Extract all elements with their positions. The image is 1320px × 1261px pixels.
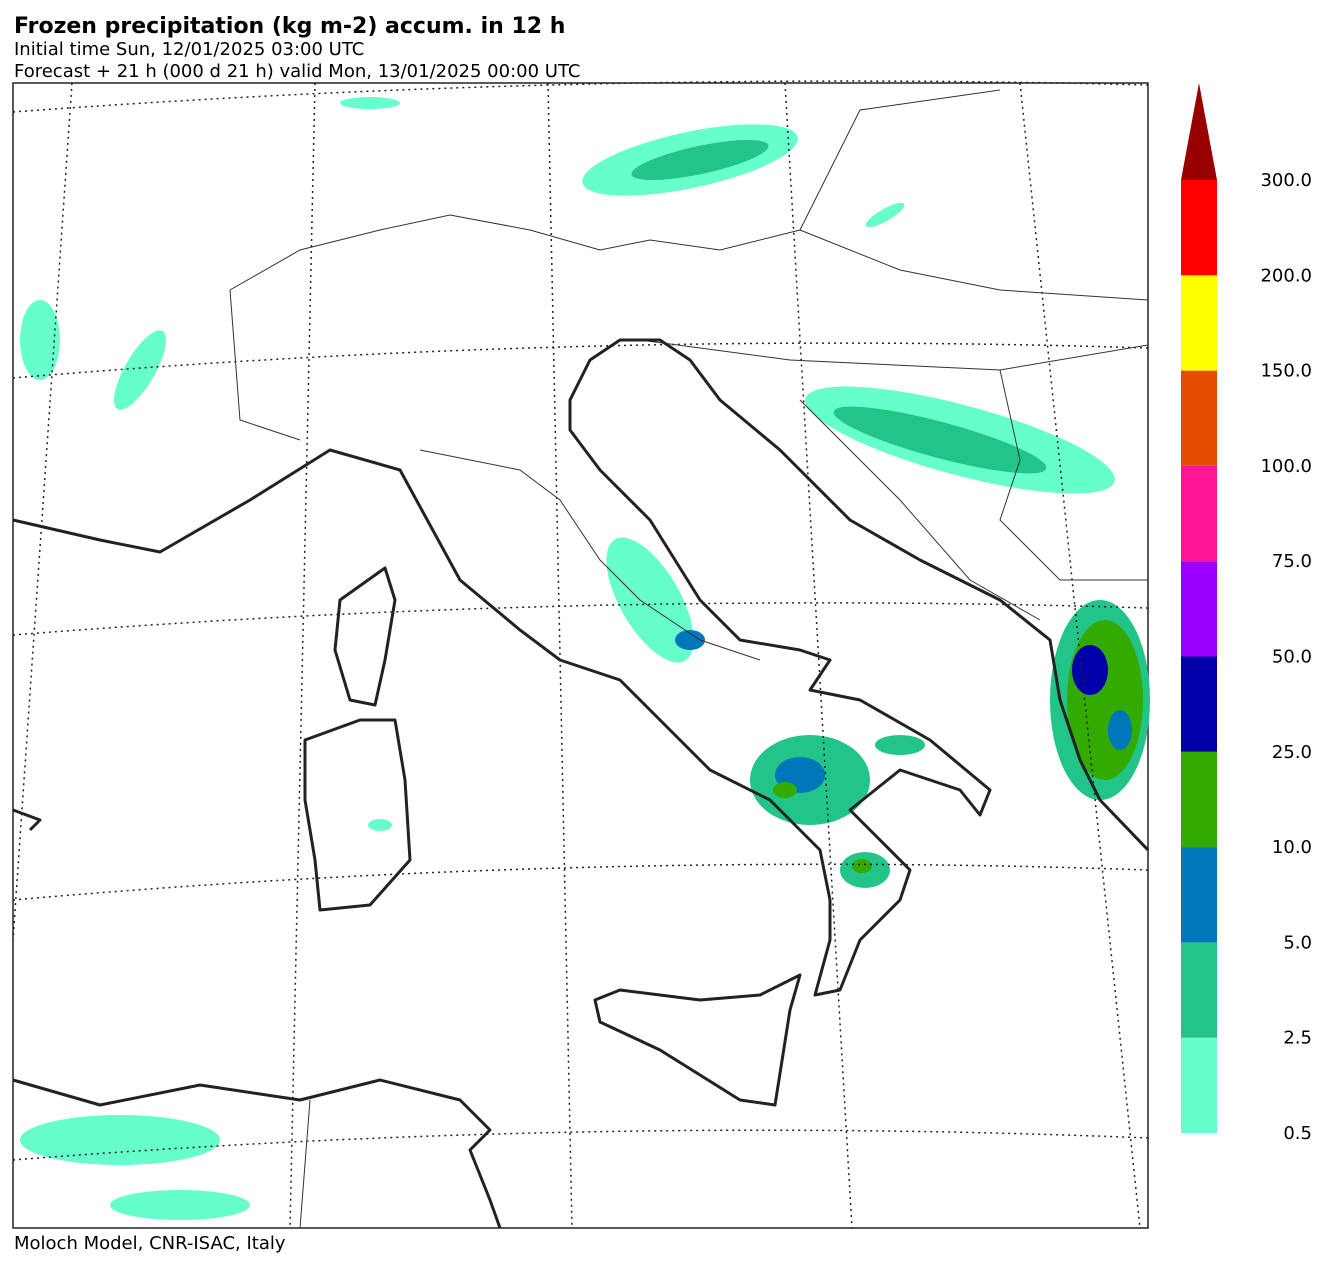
colorbar: 0.5 2.5 5.0 10.0 25.0 50.0 75.0 100.0 150.0 200.0…	[1181, 83, 1312, 1144]
colorbar-segment	[1181, 180, 1217, 276]
colorbar-segment	[1181, 1037, 1217, 1133]
colorbar-label: 150.0	[1260, 361, 1312, 382]
colorbar-segment	[1181, 942, 1217, 1038]
precipitation	[20, 97, 1150, 1220]
colorbar-segment	[1181, 465, 1217, 562]
title: Frozen precipitation (kg m-2) accum. in …	[14, 14, 565, 39]
colorbar-label: 75.0	[1272, 551, 1312, 572]
colorbar-label: 50.0	[1272, 647, 1312, 668]
footer: Moloch Model, CNR-ISAC, Italy	[14, 1233, 286, 1254]
graticule	[12, 80, 1149, 1229]
colorbar-label: 200.0	[1260, 265, 1312, 286]
colorbar-segment	[1181, 656, 1217, 752]
colorbar-label: 25.0	[1272, 742, 1312, 763]
colorbar-label: 2.5	[1283, 1028, 1312, 1049]
forecast-time: Forecast + 21 h (000 d 21 h) valid Mon, …	[14, 61, 580, 82]
colorbar-label: 300.0	[1260, 170, 1312, 191]
map	[12, 80, 1150, 1229]
colorbar-label: 0.5	[1283, 1123, 1312, 1144]
colorbar-segment	[1181, 751, 1217, 848]
colorbar-segment	[1181, 370, 1217, 466]
colorbar-label: 100.0	[1260, 456, 1312, 477]
colorbar-segment	[1181, 275, 1217, 371]
colorbar-arrow	[1181, 83, 1217, 180]
colorbar-segment	[1181, 561, 1217, 657]
coastlines	[12, 338, 1150, 1229]
map-frame	[12, 82, 1149, 1229]
borders	[229, 89, 1149, 1229]
colorbar-label: 10.0	[1272, 837, 1312, 858]
colorbar-label: 5.0	[1283, 932, 1312, 953]
initial-time: Initial time Sun, 12/01/2025 03:00 UTC	[14, 39, 364, 60]
colorbar-segment	[1181, 847, 1217, 943]
